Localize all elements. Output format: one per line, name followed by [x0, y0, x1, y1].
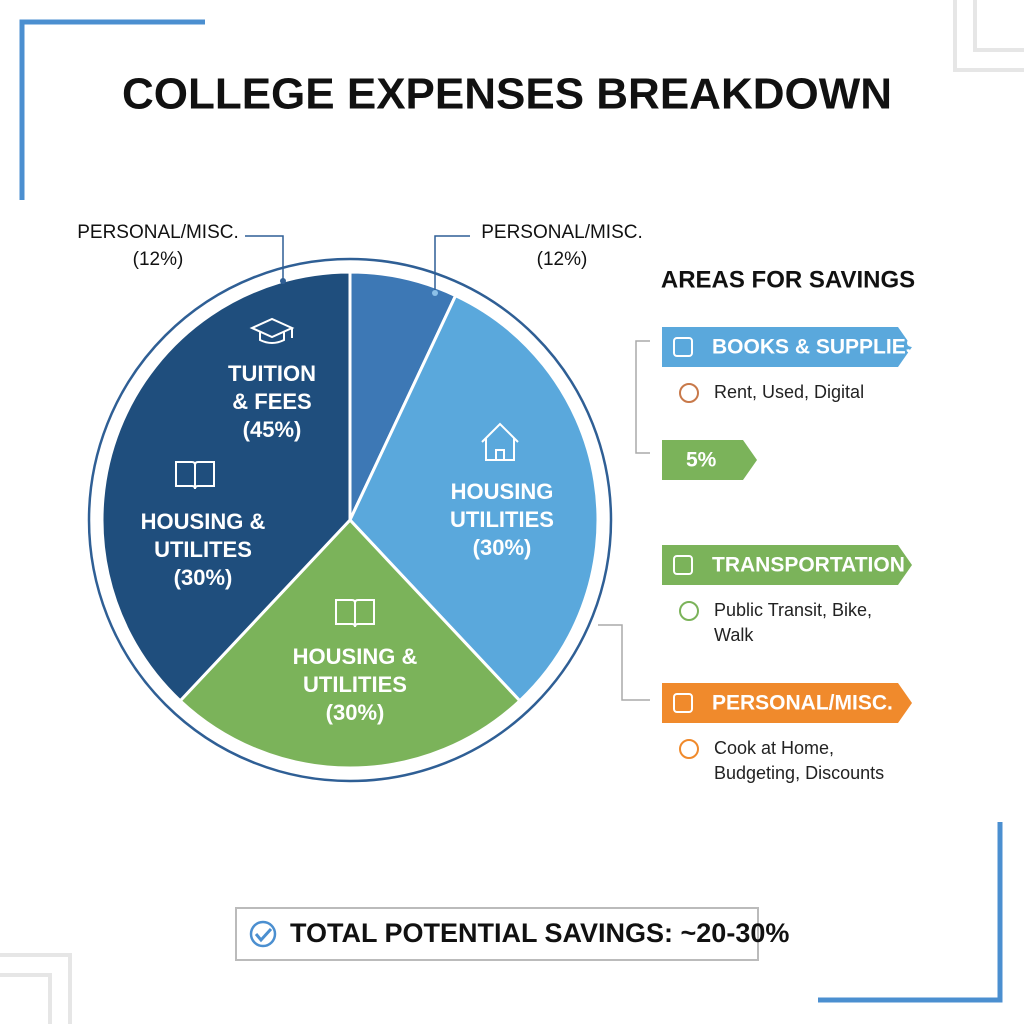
- callout-label: (12%): [133, 249, 184, 270]
- savings-desc: Walk: [714, 625, 754, 645]
- slice-label: UTILITES: [154, 537, 252, 562]
- savings-desc: Public Transit, Bike,: [714, 600, 872, 620]
- footer-text: TOTAL POTENTIAL SAVINGS: ~20-30%: [290, 918, 789, 948]
- savings-tag-label: TRANSPORTATION: [712, 554, 905, 577]
- pie-slice: [178, 517, 522, 770]
- savings-tag-label: PERSONAL/MISC.: [712, 692, 893, 715]
- footer-box: [235, 907, 759, 961]
- desc-icon: [679, 739, 699, 759]
- savings-tag-label: BOOKS & SUPPLIES: [712, 336, 920, 359]
- slice-label: HOUSING &: [141, 509, 266, 534]
- savings-tag: [662, 327, 912, 367]
- callout-label: PERSONAL/MISC.: [481, 222, 643, 243]
- chart-title: COLLEGE EXPENSES BREAKDOWN: [122, 70, 892, 119]
- corner-decoration: [818, 822, 1003, 1003]
- corner-decoration: [19, 19, 205, 200]
- connector: [598, 624, 650, 701]
- callout-label: (12%): [537, 249, 588, 270]
- savings-desc: Budgeting, Discounts: [714, 763, 884, 783]
- callout-dot: [432, 290, 438, 296]
- tag-icon: [673, 693, 693, 713]
- savings-panel: BOOKS & SUPPLIES Rent, Used, Digital 5% TRA…: [598, 327, 920, 783]
- pie-slice: [100, 270, 352, 703]
- pie-slice: [348, 270, 458, 521]
- savings-desc: Rent, Used, Digital: [714, 382, 864, 402]
- check-icon: [249, 920, 277, 948]
- desc-icon: [679, 383, 699, 403]
- tag-icon: [673, 337, 693, 357]
- savings-title: AREAS FOR SAVINGS: [661, 266, 915, 293]
- savings-desc: Cook at Home,: [714, 738, 834, 758]
- slice-label: (30%): [174, 565, 233, 590]
- check-icon: [254, 927, 273, 943]
- callout-line: [434, 235, 470, 293]
- icon-book: [175, 461, 215, 490]
- savings-tag-label: 5%: [686, 449, 717, 472]
- corner-decoration: [0, 953, 72, 1024]
- savings-tag: [662, 440, 757, 480]
- icon-cap: [249, 317, 295, 344]
- slice-label: TUITION: [228, 361, 316, 386]
- icon-house: [481, 422, 519, 461]
- savings-tag: [662, 545, 912, 585]
- slice-label: UTILITIES: [450, 507, 554, 532]
- callout-line: [245, 235, 284, 281]
- icon-book: [335, 599, 375, 628]
- slice-label: (30%): [326, 700, 385, 725]
- savings-tag: [662, 683, 912, 723]
- pie-ring: [87, 257, 613, 783]
- slice-label: (45%): [243, 417, 302, 442]
- slice-label: & FEES: [232, 389, 311, 414]
- connector: [635, 340, 650, 454]
- corner-decoration: [953, 0, 1024, 72]
- slice-label: HOUSING: [451, 479, 554, 504]
- pie: TUITION & FEES (45%) HOUSING & UTILITES (30%)…: [77, 222, 643, 783]
- pie-slice: [348, 293, 600, 703]
- callout-label: PERSONAL/MISC.: [77, 222, 239, 243]
- tag-icon: [673, 555, 693, 575]
- desc-icon: [679, 601, 699, 621]
- slice-label: (30%): [473, 535, 532, 560]
- slice-label: UTILITIES: [303, 672, 407, 697]
- slice-label: HOUSING &: [293, 644, 418, 669]
- callout-dot: [280, 278, 286, 284]
